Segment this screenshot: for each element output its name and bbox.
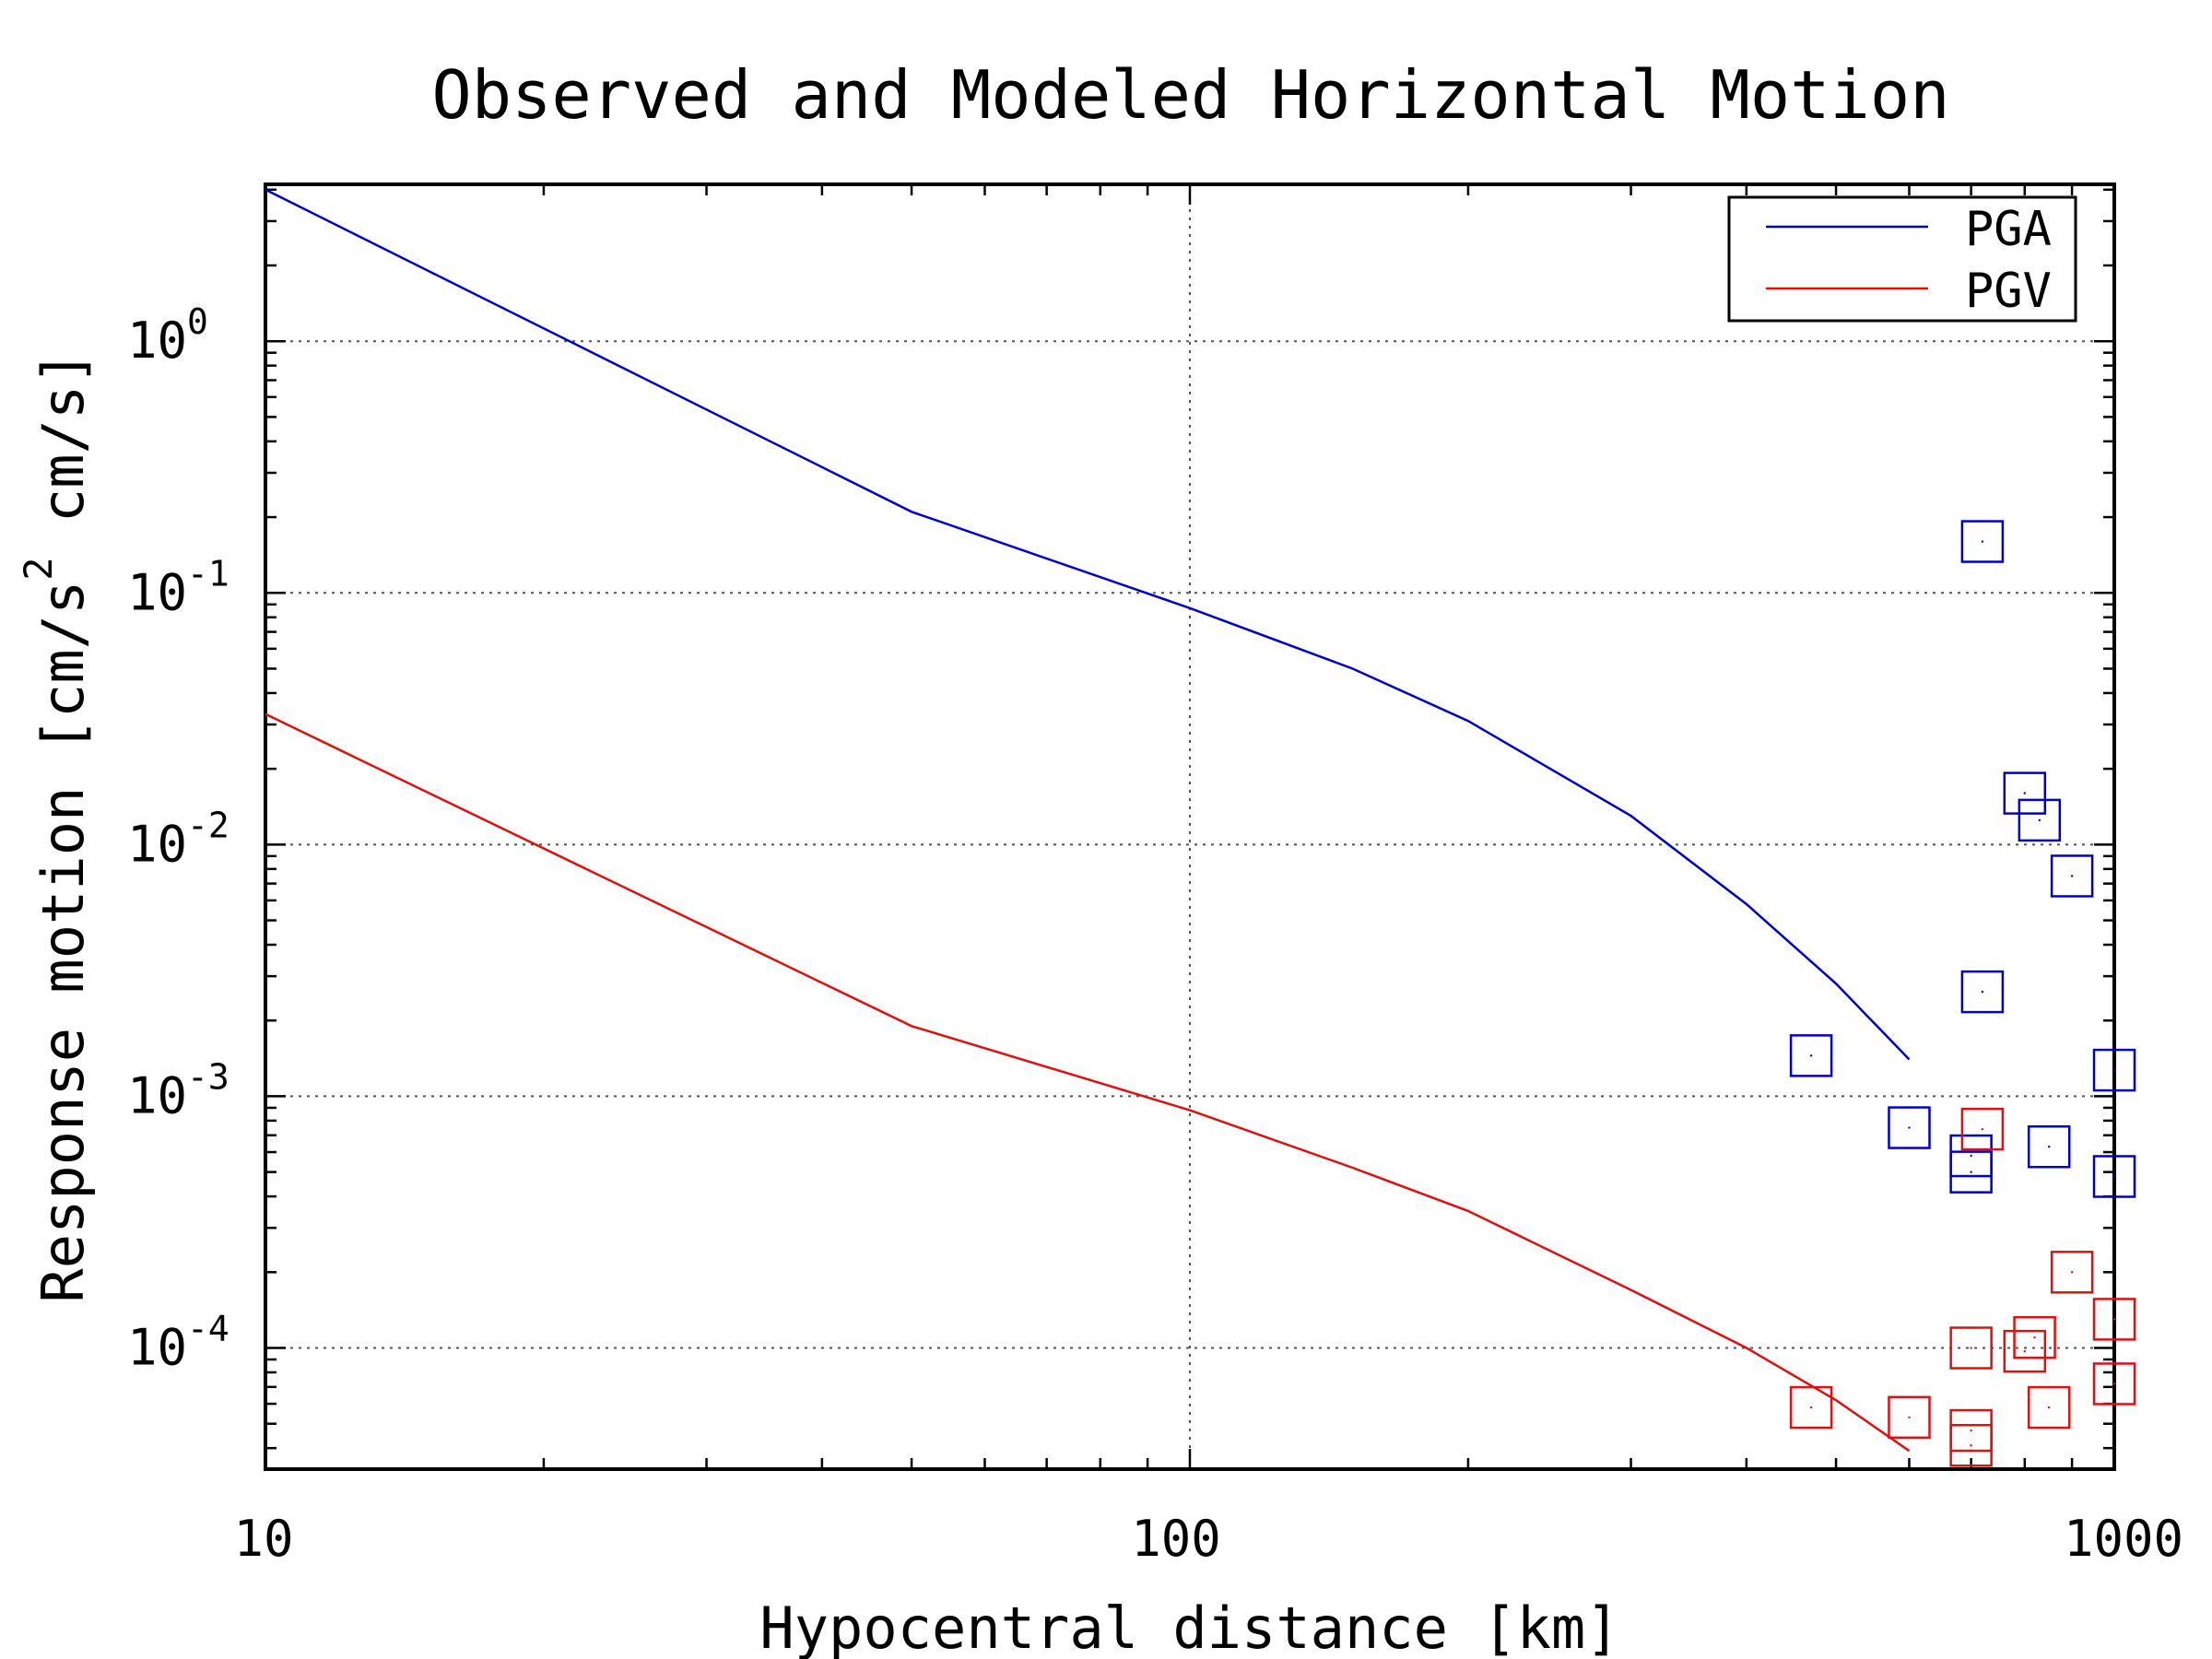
pga-observed-point: [1970, 1154, 1972, 1158]
pga-observed-point: [2112, 1068, 2116, 1072]
grid-lines: [265, 184, 2114, 1469]
pgv-observed-point: [2070, 1271, 2074, 1274]
y-axis-label-part-2: cm/s]: [29, 350, 97, 557]
pgv-observed-point: [1981, 1127, 1984, 1131]
x-tick-labels: 10 100 1000: [233, 1510, 2183, 1568]
pgv-observed-point: [2112, 1318, 2116, 1321]
pgv-observed-marker: [1949, 1424, 1993, 1467]
pgv-observed-point: [2048, 1406, 2051, 1409]
y-tick-labels: 100 10-1 10-2 10-3 10-4: [127, 301, 229, 1376]
pgv-observed-marker: [1949, 1326, 1993, 1370]
pgv-observed-point: [1908, 1416, 1911, 1419]
chart-title: Observed and Modeled Horizontal Motion: [431, 56, 1949, 134]
pga-model-line: [265, 188, 1911, 1061]
pgv-observed-marker: [2027, 1385, 2071, 1430]
legend-pga-label: PGA: [1965, 202, 2052, 257]
pgv-observed-marker: [2092, 1362, 2136, 1406]
legend-box: [1727, 195, 2077, 323]
pgv-observed-marker: [2050, 1251, 2094, 1294]
y-axis-label-exponent: 2: [16, 557, 61, 580]
svg-text:Response motion [cm/s2 cm/s]: Response motion [cm/s2 cm/s]: [16, 350, 97, 1302]
legend-pgv-label: PGV: [1965, 264, 2052, 319]
series-layer: [265, 188, 2136, 1467]
y-tick-label: 10-1: [127, 553, 229, 621]
pga-observed-point: [1908, 1126, 1911, 1129]
pgv-observed-marker: [2003, 1329, 2047, 1373]
y-tick-label: 10-4: [127, 1309, 229, 1377]
pga-observed-marker: [2050, 854, 2094, 898]
pgv-observed-marker: [2013, 1315, 2056, 1359]
y-tick-label: 10-3: [127, 1056, 229, 1124]
pga-observed-point: [1981, 990, 1984, 994]
pgv-observed-marker: [1789, 1385, 1833, 1430]
y-axis-label-part-1: Response motion [cm/s: [29, 581, 97, 1303]
pga-observed-point: [2112, 1175, 2116, 1178]
pga-observed-point: [2070, 875, 2074, 877]
pgv-observed-point: [1970, 1347, 1972, 1349]
y-tick-label: 100: [127, 301, 208, 370]
x-tick-label: 100: [1131, 1510, 1221, 1568]
pga-observed-point: [2023, 792, 2026, 794]
pga-observed-point: [1970, 1171, 1972, 1173]
pga-observed-marker: [2027, 1124, 2071, 1169]
x-axis-label: Hypocentral distance [km]: [759, 1594, 1619, 1659]
pgv-observed-marker: [2092, 1298, 2136, 1341]
pgv-model-line: [265, 712, 1911, 1453]
pgv-observed-marker: [1960, 1107, 2005, 1151]
pga-observed-marker: [2092, 1155, 2136, 1198]
pgv-observed-point: [2112, 1382, 2116, 1385]
pgv-observed-marker: [1888, 1395, 1931, 1440]
pgv-observed-point: [2023, 1349, 2026, 1353]
y-axis-label: Response motion [cm/s2 cm/s]: [16, 350, 97, 1302]
pga-observed-marker: [1949, 1150, 1993, 1194]
y-tick-label: 10-2: [127, 805, 229, 873]
plot-frame: [264, 182, 2116, 1471]
pgv-observed-point: [1970, 1429, 1972, 1432]
legend: PGA PGV: [1727, 195, 2077, 323]
pga-observed-marker: [2018, 798, 2062, 842]
pgv-observed-point: [1970, 1444, 1972, 1447]
pgv-observed-point: [1809, 1406, 1813, 1409]
pga-observed-point: [1981, 540, 1984, 543]
pga-observed-marker: [1789, 1034, 1833, 1077]
pga-observed-point: [2038, 818, 2041, 822]
pga-observed-point: [1809, 1054, 1813, 1057]
pgv-observed-point: [2033, 1336, 2036, 1339]
pga-observed-marker: [2092, 1048, 2136, 1092]
pga-observed-marker: [1888, 1106, 1931, 1149]
pga-observed-marker: [1960, 520, 2005, 563]
x-tick-label: 1000: [2064, 1510, 2183, 1568]
pga-observed-point: [2048, 1146, 2051, 1148]
pga-observed-marker: [1960, 970, 2005, 1014]
pga-observed-marker: [2003, 771, 2047, 815]
x-tick-label: 10: [233, 1510, 293, 1568]
